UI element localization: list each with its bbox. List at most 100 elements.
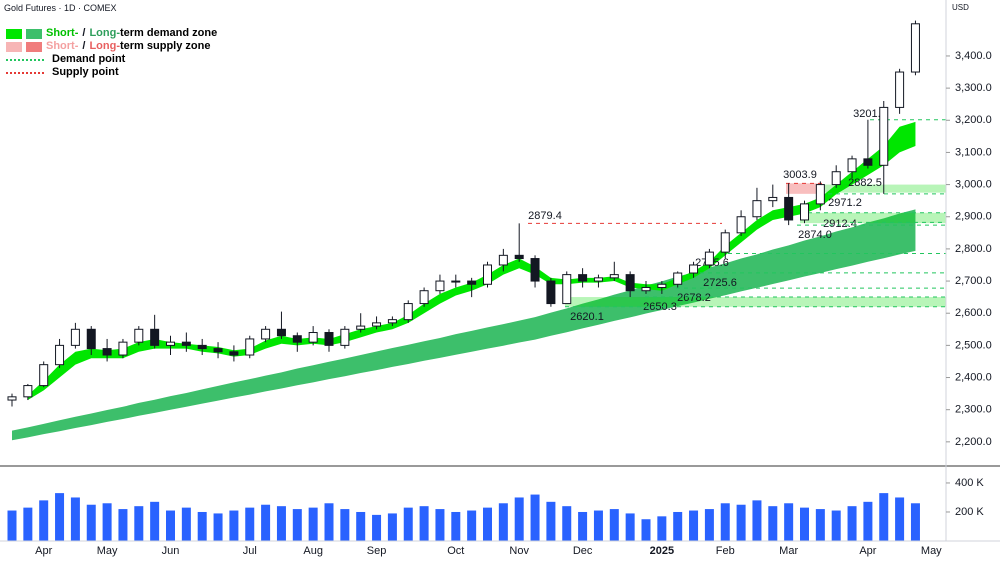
y-tick-label: 3,400.0 — [955, 50, 992, 62]
x-tick-label: Nov — [509, 545, 529, 557]
candle-body — [197, 344, 207, 350]
volume-bar — [752, 500, 762, 541]
x-tick-label: Dec — [573, 545, 593, 557]
candle-body — [324, 332, 334, 346]
volume-bar — [831, 510, 841, 541]
volume-bar — [276, 506, 286, 541]
demand-zone — [565, 297, 946, 307]
candle-body — [720, 232, 730, 253]
candle-body — [118, 341, 128, 356]
candle-body — [641, 286, 651, 292]
volume-bar — [7, 510, 17, 541]
candle-body — [245, 338, 255, 356]
candle-body — [546, 280, 556, 305]
candle-body — [403, 303, 413, 321]
volume-bar — [181, 507, 191, 541]
candle-body — [704, 251, 714, 266]
volume-bar — [261, 504, 271, 541]
legend-item: Short- / Long-term supply zone — [6, 40, 217, 53]
candle-body — [784, 196, 794, 221]
volume-bar — [704, 509, 714, 541]
legend-text: Supply point — [52, 66, 119, 78]
candle-body — [261, 328, 271, 340]
volume-bar — [593, 510, 603, 541]
x-tick-label: Jun — [162, 545, 180, 557]
candle-body — [387, 319, 397, 324]
legend-text: Long- — [89, 27, 120, 39]
candle-body — [181, 341, 191, 346]
demand-point-label: 3201.6 — [853, 108, 887, 120]
volume-bar — [324, 503, 334, 541]
candle-body — [673, 272, 683, 285]
candle-body — [498, 254, 508, 266]
volume-bar — [197, 511, 207, 541]
candle-body — [86, 328, 96, 350]
volume-bar — [308, 507, 318, 541]
volume-bar — [562, 506, 572, 541]
volume-bar — [673, 511, 683, 541]
candle-body — [689, 264, 699, 274]
swatch — [6, 28, 22, 39]
volume-bar — [657, 516, 667, 541]
supply-zone — [786, 183, 822, 194]
legend-text: Demand point — [52, 53, 126, 65]
volume-bar — [530, 494, 540, 541]
y-tick-label: 3,000.0 — [955, 178, 992, 190]
volume-bar — [879, 493, 889, 541]
candle-body — [736, 216, 746, 234]
legend-item: Demand point — [6, 53, 217, 66]
candle-body — [451, 280, 461, 283]
legend-item: Short- / Long-term demand zone — [6, 27, 217, 40]
candle-body — [55, 344, 65, 366]
y-tick-label: 2,500.0 — [955, 339, 992, 351]
volume-bar — [863, 501, 873, 541]
volume-bar — [213, 513, 223, 541]
x-tick-label: Oct — [447, 545, 464, 557]
volume-bar — [403, 507, 413, 541]
x-tick-label: 2025 — [650, 545, 674, 557]
x-tick-label: Apr — [859, 545, 876, 557]
volume-bar — [736, 504, 746, 541]
volume-bar — [70, 497, 80, 541]
x-tick-label: Sep — [367, 545, 387, 557]
volume-bar — [356, 511, 366, 541]
volume-tick-label: 400 K — [955, 477, 984, 489]
candle-body — [39, 364, 49, 387]
candle-body — [847, 158, 857, 173]
volume-bar — [134, 506, 144, 541]
candle-body — [863, 158, 873, 166]
candle-body — [276, 328, 286, 337]
legend: Short- / Long-term demand zone Short- / Long… — [6, 27, 217, 79]
legend-item: Supply point — [6, 66, 217, 79]
candle-body — [562, 274, 572, 305]
chart-title: Gold Futures · 1D · COMEX — [4, 3, 117, 13]
y-tick-label: 3,300.0 — [955, 82, 992, 94]
candle-body — [657, 283, 667, 288]
legend-text: Short- — [46, 27, 79, 39]
candle-body — [435, 280, 445, 292]
volume-bar — [720, 503, 730, 541]
y-tick-label: 2,300.0 — [955, 404, 992, 416]
swatch — [6, 58, 44, 61]
volume-bar — [467, 510, 477, 541]
candle-body — [23, 385, 33, 398]
demand-point-label: 2620.1 — [570, 311, 604, 323]
y-tick-label: 2,200.0 — [955, 436, 992, 448]
legend-text: Short- — [46, 40, 79, 52]
y-tick-label: 3,100.0 — [955, 146, 992, 158]
x-tick-label: Aug — [303, 545, 323, 557]
candle-body — [593, 277, 603, 282]
x-tick-label: Apr — [35, 545, 52, 557]
y-tick-label: 2,800.0 — [955, 243, 992, 255]
currency: USD — [952, 3, 969, 12]
volume-tick-label: 200 K — [955, 506, 984, 518]
volume-bar — [435, 509, 445, 541]
candle-body — [530, 258, 540, 282]
candle-body — [467, 280, 477, 285]
x-tick-label: Mar — [779, 545, 798, 557]
candle-body — [910, 23, 920, 73]
y-tick-label: 2,900.0 — [955, 211, 992, 223]
candle-body — [514, 254, 524, 260]
candle-body — [625, 274, 635, 292]
